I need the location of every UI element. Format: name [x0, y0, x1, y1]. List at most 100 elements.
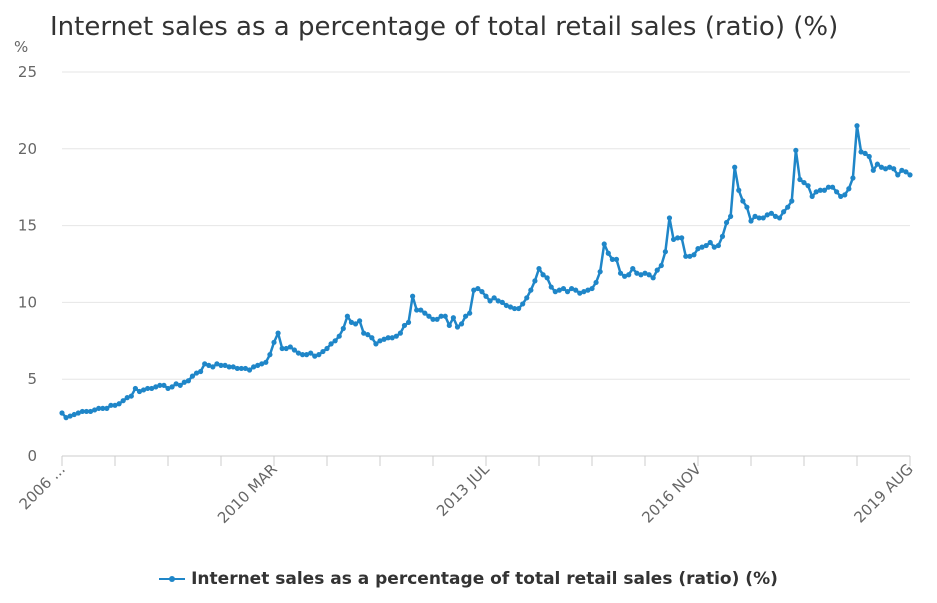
data-point[interactable]	[405, 319, 412, 325]
data-point[interactable]	[79, 408, 85, 415]
data-point[interactable]	[287, 344, 293, 350]
data-point[interactable]	[560, 285, 567, 292]
data-point[interactable]	[903, 169, 909, 175]
data-point[interactable]	[887, 164, 893, 170]
data-point[interactable]	[483, 293, 489, 299]
data-point[interactable]	[752, 213, 758, 219]
data-point[interactable]	[597, 269, 603, 275]
data-point[interactable]	[479, 289, 485, 295]
data-point[interactable]	[426, 313, 432, 319]
data-point[interactable]	[104, 405, 110, 411]
data-point[interactable]	[646, 272, 652, 278]
data-point[interactable]	[899, 167, 905, 173]
data-point[interactable]	[813, 189, 819, 195]
data-point[interactable]	[389, 335, 395, 341]
data-point[interactable]	[316, 352, 322, 358]
data-point[interactable]	[410, 293, 416, 299]
data-point[interactable]	[202, 361, 208, 367]
data-point[interactable]	[516, 305, 522, 312]
data-point[interactable]	[369, 335, 375, 341]
data-point[interactable]	[304, 352, 310, 358]
data-point[interactable]	[817, 187, 823, 193]
data-point[interactable]	[666, 215, 673, 221]
data-point[interactable]	[357, 318, 363, 324]
data-point[interactable]	[809, 193, 815, 200]
data-point[interactable]	[601, 241, 607, 247]
data-point[interactable]	[246, 367, 253, 373]
data-point[interactable]	[348, 319, 355, 325]
data-point[interactable]	[222, 362, 228, 368]
data-point[interactable]	[520, 301, 526, 307]
data-point[interactable]	[83, 408, 90, 415]
data-point[interactable]	[728, 213, 734, 219]
data-point[interactable]	[128, 393, 134, 399]
data-point[interactable]	[336, 333, 342, 339]
data-point[interactable]	[711, 244, 717, 250]
data-point[interactable]	[772, 213, 779, 219]
data-point[interactable]	[328, 341, 334, 347]
data-point[interactable]	[475, 285, 481, 292]
data-point[interactable]	[703, 242, 709, 249]
data-point[interactable]	[675, 235, 681, 241]
data-point[interactable]	[136, 388, 143, 395]
data-point[interactable]	[866, 153, 872, 160]
data-point[interactable]	[556, 287, 562, 293]
data-point[interactable]	[854, 123, 860, 129]
data-point[interactable]	[577, 290, 583, 296]
data-point[interactable]	[776, 215, 783, 221]
data-point[interactable]	[361, 330, 367, 336]
data-point[interactable]	[487, 298, 493, 304]
data-point[interactable]	[381, 336, 387, 342]
data-point[interactable]	[308, 350, 314, 356]
data-point[interactable]	[471, 287, 477, 293]
data-point[interactable]	[834, 189, 840, 195]
data-point[interactable]	[340, 325, 346, 332]
data-point[interactable]	[499, 299, 505, 305]
data-point[interactable]	[92, 407, 98, 413]
data-point[interactable]	[157, 382, 163, 388]
data-point[interactable]	[450, 315, 456, 321]
data-point[interactable]	[838, 193, 844, 200]
data-point[interactable]	[683, 253, 689, 259]
data-point[interactable]	[801, 179, 807, 186]
data-point[interactable]	[785, 204, 791, 210]
data-point[interactable]	[275, 330, 281, 336]
data-point[interactable]	[177, 382, 183, 388]
data-point[interactable]	[719, 233, 726, 239]
data-point[interactable]	[564, 289, 571, 295]
data-point[interactable]	[895, 172, 901, 178]
data-point[interactable]	[446, 322, 452, 329]
data-point[interactable]	[821, 187, 827, 193]
data-point[interactable]	[626, 272, 632, 278]
data-point[interactable]	[630, 266, 636, 272]
data-point[interactable]	[870, 167, 876, 173]
data-point[interactable]	[740, 198, 746, 204]
data-point[interactable]	[715, 242, 721, 249]
data-point[interactable]	[59, 410, 65, 416]
data-point[interactable]	[699, 244, 705, 250]
data-point[interactable]	[463, 313, 469, 319]
data-point[interactable]	[438, 313, 444, 319]
data-point[interactable]	[312, 353, 318, 359]
data-point[interactable]	[149, 385, 155, 392]
data-point[interactable]	[67, 413, 73, 419]
data-point[interactable]	[658, 262, 664, 269]
data-point[interactable]	[454, 324, 461, 330]
data-point[interactable]	[687, 253, 693, 259]
legend[interactable]: Internet sales as a percentage of total …	[0, 569, 937, 589]
data-point[interactable]	[732, 164, 738, 170]
data-point[interactable]	[764, 212, 770, 218]
data-point[interactable]	[242, 365, 249, 372]
data-point[interactable]	[124, 395, 130, 401]
data-point[interactable]	[585, 287, 591, 293]
data-point[interactable]	[299, 352, 306, 358]
data-point[interactable]	[569, 285, 575, 292]
data-point[interactable]	[271, 339, 277, 345]
data-point[interactable]	[87, 408, 94, 415]
data-point[interactable]	[442, 313, 448, 319]
data-point[interactable]	[878, 164, 885, 170]
data-point[interactable]	[874, 161, 880, 167]
data-point[interactable]	[736, 187, 742, 193]
data-point[interactable]	[352, 321, 359, 327]
data-point[interactable]	[613, 256, 620, 262]
